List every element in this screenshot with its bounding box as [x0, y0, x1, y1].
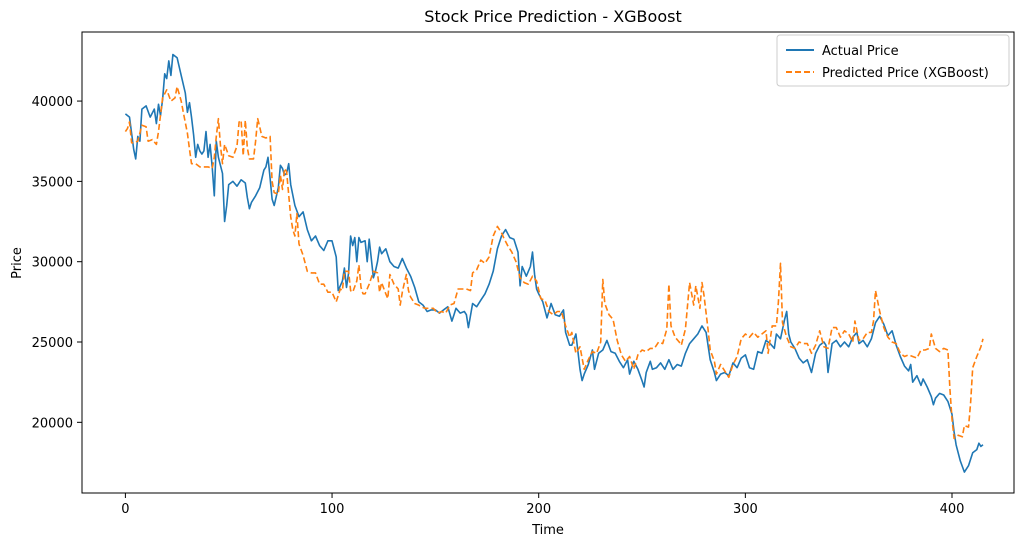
- legend: Actual Price Predicted Price (XGBoost): [776, 34, 1010, 87]
- x-tick-label: 200: [526, 502, 551, 517]
- y-tick-label: 35000: [32, 175, 73, 190]
- y-tick-label: 25000: [32, 336, 73, 351]
- x-axis-label: Time: [531, 523, 564, 538]
- series-line-actual-price: [124, 53, 984, 473]
- x-tick-label: 100: [320, 502, 345, 517]
- y-axis-label: Price: [10, 247, 25, 279]
- y-tick-label: 20000: [32, 416, 73, 431]
- axes: 0 100 200 300 400 20000 25000 30000 35000 40000: [32, 31, 1015, 517]
- x-tick-label: 0: [121, 502, 129, 517]
- y-tick-label: 40000: [32, 95, 73, 110]
- x-tick-label: 400: [940, 502, 965, 517]
- x-tick-label: 300: [733, 502, 758, 517]
- legend-frame: [776, 34, 1010, 87]
- plot-area: [124, 53, 984, 473]
- series-line-predicted-price: [124, 85, 984, 440]
- chart-title: Stock Price Prediction - XGBoost: [424, 7, 681, 26]
- legend-actual-label: Actual Price: [822, 44, 899, 59]
- axes-frame: [81, 31, 1015, 494]
- y-tick-label: 30000: [32, 256, 73, 271]
- legend-predicted-label: Predicted Price (XGBoost): [822, 66, 989, 81]
